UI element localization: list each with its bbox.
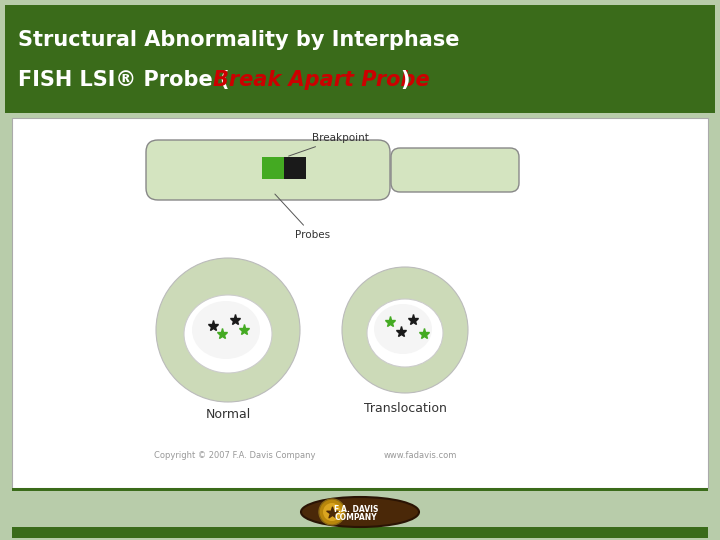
FancyBboxPatch shape [12,118,708,488]
Circle shape [319,499,345,525]
Text: www.fadavis.com: www.fadavis.com [383,450,456,460]
Text: Break Apart Probe: Break Apart Probe [213,70,430,90]
Ellipse shape [374,304,432,354]
Text: Translocation: Translocation [364,402,446,415]
FancyBboxPatch shape [12,527,708,538]
FancyBboxPatch shape [146,140,390,200]
Text: Copyright © 2007 F.A. Davis Company: Copyright © 2007 F.A. Davis Company [154,450,316,460]
FancyBboxPatch shape [262,157,284,179]
FancyBboxPatch shape [284,157,306,179]
Text: Breakpoint: Breakpoint [289,133,369,156]
Ellipse shape [184,295,272,373]
Text: F.A. DAVIS: F.A. DAVIS [334,504,378,514]
Text: ): ) [400,70,410,90]
Text: Structural Abnormality by Interphase: Structural Abnormality by Interphase [18,30,459,50]
Circle shape [342,267,468,393]
Text: Normal: Normal [205,408,251,422]
Text: FISH LSI® Probe (: FISH LSI® Probe ( [18,70,230,90]
Circle shape [156,258,300,402]
Text: Probes: Probes [275,194,330,240]
Ellipse shape [367,299,443,367]
FancyBboxPatch shape [391,148,519,192]
Ellipse shape [192,301,260,359]
Ellipse shape [301,497,419,527]
FancyBboxPatch shape [5,5,715,113]
FancyBboxPatch shape [12,488,708,491]
Circle shape [323,503,341,521]
Text: COMPANY: COMPANY [335,514,377,523]
